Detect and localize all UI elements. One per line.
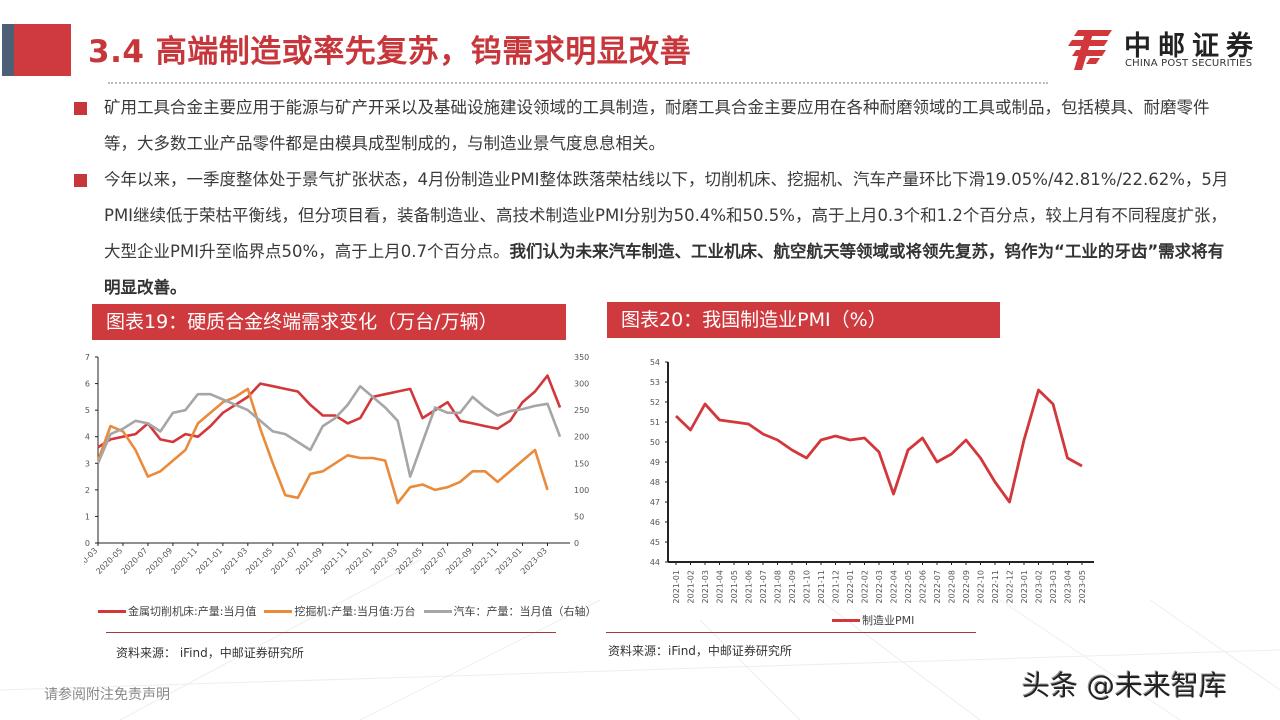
svg-text:7: 7 xyxy=(85,353,90,362)
svg-text:2021-05: 2021-05 xyxy=(730,570,739,603)
title-accent-dark xyxy=(2,24,14,76)
svg-text:2021-12: 2021-12 xyxy=(832,570,841,603)
svg-text:0: 0 xyxy=(574,539,579,548)
bullet-text: 矿用工具合金主要应用于能源与矿产开采以及基础设施建设领域的工具制造，耐磨工具合金… xyxy=(104,98,1210,153)
chart20-source-divider xyxy=(606,632,976,633)
svg-text:2021-10: 2021-10 xyxy=(803,570,812,603)
legend-label: 挖掘机:产量:当月值:万台 xyxy=(294,605,416,618)
svg-text:2022-12: 2022-12 xyxy=(1006,570,1015,603)
svg-text:49: 49 xyxy=(650,458,660,467)
china-post-securities-logo: 中邮证券 CHINA POST SECURITIES xyxy=(1068,20,1268,76)
bullet-item: 矿用工具合金主要应用于能源与矿产开采以及基础设施建设领域的工具制造，耐磨工具合金… xyxy=(74,90,1234,162)
svg-text:2: 2 xyxy=(85,486,90,495)
svg-text:50: 50 xyxy=(650,438,660,447)
svg-text:53: 53 xyxy=(650,378,660,387)
svg-text:2021-04: 2021-04 xyxy=(716,570,725,603)
svg-text:2022-04: 2022-04 xyxy=(890,570,899,603)
svg-text:2023-03: 2023-03 xyxy=(1049,570,1058,603)
svg-text:2023-04: 2023-04 xyxy=(1064,570,1073,603)
svg-text:2021-01: 2021-01 xyxy=(672,570,681,603)
chart20-title: 图表20：我国制造业PMI（%） xyxy=(607,302,1000,338)
title-accent-red xyxy=(14,24,71,76)
svg-text:250: 250 xyxy=(574,406,589,415)
legend-label: 汽车：产量：当月值（右轴） xyxy=(453,605,597,618)
svg-text:48: 48 xyxy=(650,478,660,487)
svg-text:2022-05: 2022-05 xyxy=(904,570,913,603)
svg-text:2022-10: 2022-10 xyxy=(977,570,986,603)
svg-text:2023-05: 2023-05 xyxy=(1078,570,1087,603)
svg-text:2021-09: 2021-09 xyxy=(788,570,797,603)
svg-text:2022-11: 2022-11 xyxy=(991,570,1000,603)
bullet-list: 矿用工具合金主要应用于能源与矿产开采以及基础设施建设领域的工具制造，耐磨工具合金… xyxy=(74,90,1234,306)
chart19-source: 资料来源： iFind，中邮证券研究所 xyxy=(116,646,304,660)
legend-label: 制造业PMI xyxy=(862,614,915,627)
svg-text:47: 47 xyxy=(650,498,660,507)
chart19-plot: 012345670501001502002503003502020-032020… xyxy=(84,353,589,576)
svg-text:2021-06: 2021-06 xyxy=(745,570,754,603)
svg-text:54: 54 xyxy=(650,358,660,367)
legend-swatch-gray xyxy=(423,609,452,613)
watermark-text: 头条 @未来智库 xyxy=(1022,669,1227,702)
legend-swatch-orange xyxy=(264,609,293,613)
svg-text:2022-09: 2022-09 xyxy=(962,570,971,603)
svg-text:2022-08: 2022-08 xyxy=(948,570,957,603)
title-divider xyxy=(108,82,1048,84)
svg-text:2021-11: 2021-11 xyxy=(817,570,826,603)
chart19-source-divider xyxy=(106,632,556,633)
svg-text:46: 46 xyxy=(650,518,660,527)
svg-text:2022-02: 2022-02 xyxy=(861,570,870,603)
svg-text:2022-01: 2022-01 xyxy=(846,570,855,603)
svg-text:44: 44 xyxy=(650,558,660,567)
chart20-legend: 制造业PMI xyxy=(832,612,914,628)
svg-text:2021-02: 2021-02 xyxy=(687,570,696,603)
page-title: 3.4 高端制造或率先复苏，钨需求明显改善 xyxy=(88,34,692,70)
chart19-title: 图表19：硬质合金终端需求变化（万台/万辆） xyxy=(92,304,566,340)
chart20-source: 资料来源：iFind，中邮证券研究所 xyxy=(608,644,792,658)
svg-text:2022-03: 2022-03 xyxy=(875,570,884,603)
bullet-bold-conclusion: 我们认为未来汽车制造、工业机床、航空航天等领域或将领先复苏，钨作为“工业的牙齿”… xyxy=(104,242,1225,297)
svg-text:45: 45 xyxy=(650,538,660,547)
svg-text:100: 100 xyxy=(574,486,589,495)
svg-text:5: 5 xyxy=(85,406,90,415)
svg-text:6: 6 xyxy=(85,380,90,389)
svg-text:0: 0 xyxy=(85,539,90,548)
svg-text:150: 150 xyxy=(574,459,589,468)
svg-text:2021-03: 2021-03 xyxy=(701,570,710,603)
legend-swatch-red xyxy=(832,618,860,622)
svg-text:350: 350 xyxy=(574,353,589,362)
svg-text:52: 52 xyxy=(650,398,660,407)
svg-text:1: 1 xyxy=(85,512,90,521)
svg-text:2022-06: 2022-06 xyxy=(919,570,928,603)
svg-text:2023-01: 2023-01 xyxy=(1020,570,1029,603)
logo-english-name: CHINA POST SECURITIES xyxy=(1125,58,1253,69)
bullet-square-icon xyxy=(74,102,87,115)
svg-text:2021-08: 2021-08 xyxy=(774,570,783,603)
legend-swatch-red xyxy=(98,609,126,613)
svg-text:2023-03: 2023-03 xyxy=(519,546,549,576)
svg-text:300: 300 xyxy=(574,380,589,389)
legend-label: 金属切削机床:产量:当月值 xyxy=(128,605,257,618)
chart20-plot: 44 45 46 47 48 49 50 51 52 53 54 2021-01 2021-02 2021… xyxy=(650,358,1094,603)
svg-text:200: 200 xyxy=(574,433,589,442)
svg-text:50: 50 xyxy=(574,512,584,521)
logo-chinese-name: 中邮证券 xyxy=(1124,31,1260,62)
bullet-text: 今年以来，一季度整体处于景气扩张状态，4月份制造业PMI整体跌落荣枯线以下，切削… xyxy=(104,170,1229,261)
svg-text:51: 51 xyxy=(650,418,660,427)
bullet-square-icon xyxy=(74,174,87,187)
svg-text:2022-07: 2022-07 xyxy=(933,570,942,603)
chart19-legend: 金属切削机床:产量:当月值 挖掘机:产量:当月值:万台 汽车：产量：当月值（右轴… xyxy=(98,603,597,619)
svg-text:2023-02: 2023-02 xyxy=(1035,570,1044,603)
bullet-item: 今年以来，一季度整体处于景气扩张状态，4月份制造业PMI整体跌落荣枯线以下，切削… xyxy=(74,162,1234,306)
svg-text:4: 4 xyxy=(85,433,90,442)
svg-text:2021-07: 2021-07 xyxy=(759,570,768,603)
svg-text:3: 3 xyxy=(85,459,90,468)
china-post-emblem-icon xyxy=(1068,30,1112,70)
disclaimer-text: 请参阅附注免责声明 xyxy=(44,687,170,703)
